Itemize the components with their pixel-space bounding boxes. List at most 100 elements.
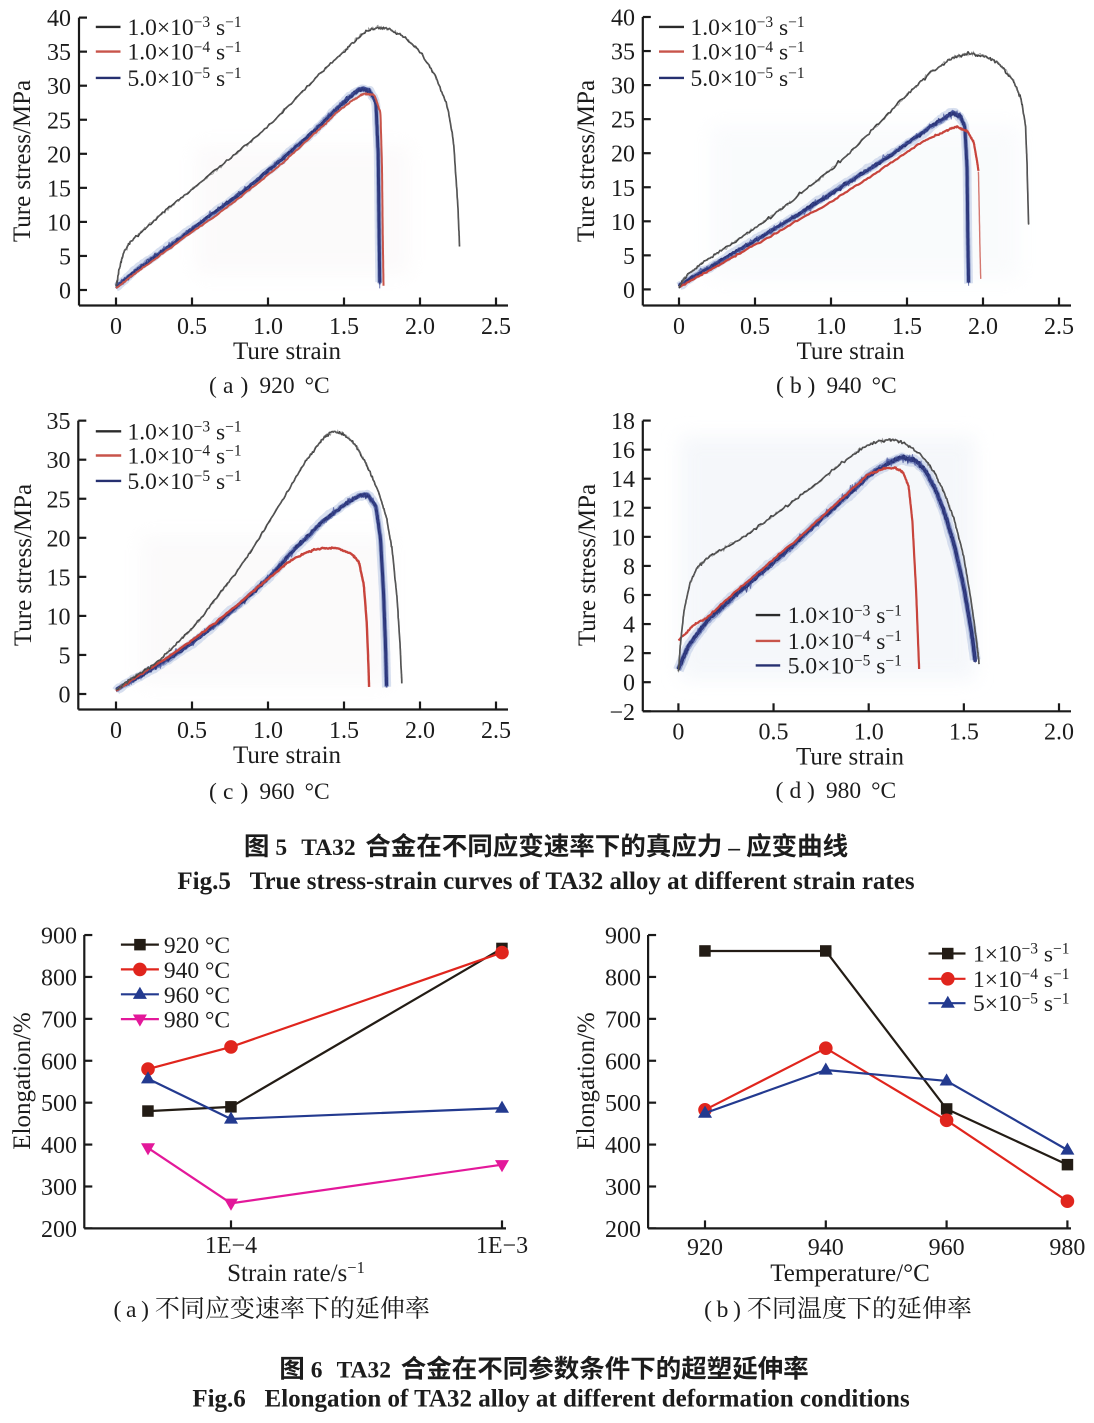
- svg-text:18: 18: [611, 409, 635, 435]
- svg-text:−2: −2: [609, 700, 635, 726]
- svg-text:0.5: 0.5: [740, 314, 770, 340]
- svg-text:1.0: 1.0: [253, 314, 283, 340]
- svg-text:1.0×10−4 s−1: 1.0×10−4 s−1: [128, 443, 242, 470]
- svg-text:940: 940: [826, 373, 861, 399]
- svg-text:): ): [807, 778, 815, 804]
- svg-text:600: 600: [605, 1049, 641, 1075]
- svg-text:700: 700: [605, 1007, 641, 1033]
- svg-text:6: 6: [311, 1358, 323, 1384]
- svg-text:980: 980: [1049, 1235, 1085, 1261]
- svg-text:TA32: TA32: [301, 835, 355, 861]
- svg-text:1.0×10−4 s−1: 1.0×10−4 s−1: [788, 628, 902, 655]
- svg-text:700: 700: [41, 1007, 77, 1033]
- svg-text:Ture strain: Ture strain: [233, 338, 342, 365]
- svg-text:15: 15: [47, 176, 71, 202]
- svg-text:2.0: 2.0: [405, 314, 435, 340]
- svg-text:400: 400: [605, 1133, 641, 1159]
- svg-text:0: 0: [623, 671, 635, 697]
- svg-text:20: 20: [47, 526, 71, 552]
- svg-text:): ): [808, 373, 816, 399]
- svg-text:(: (: [209, 373, 217, 399]
- svg-text:0: 0: [110, 314, 122, 340]
- svg-text:2.5: 2.5: [481, 718, 511, 744]
- svg-text:200: 200: [605, 1217, 641, 1243]
- svg-text:5: 5: [623, 244, 635, 270]
- svg-text:10: 10: [611, 210, 635, 236]
- svg-text:25: 25: [611, 108, 635, 134]
- svg-text:2.5: 2.5: [1044, 314, 1074, 340]
- svg-text:Fig.5 True stress-strain cur: Fig.5 True stress-strain curves of TA32 …: [177, 868, 914, 895]
- svg-text:1E−3: 1E−3: [476, 1233, 528, 1259]
- svg-text:0: 0: [623, 278, 635, 304]
- svg-text:25: 25: [47, 108, 71, 134]
- svg-text:°C: °C: [871, 778, 896, 804]
- svg-text:Ture stress/MPa: Ture stress/MPa: [9, 80, 36, 242]
- svg-text:Ture stress/MPa: Ture stress/MPa: [573, 80, 600, 242]
- svg-text:14: 14: [611, 467, 635, 493]
- svg-text:Ture strain: Ture strain: [233, 742, 342, 769]
- svg-text:c: c: [223, 779, 233, 805]
- svg-text:10: 10: [47, 210, 71, 236]
- svg-text:a: a: [223, 373, 234, 399]
- svg-text:1.0×10−3 s−1: 1.0×10−3 s−1: [128, 419, 242, 446]
- svg-text:500: 500: [41, 1091, 77, 1117]
- svg-text:( a ): ( a ): [114, 1297, 150, 1323]
- svg-text:15: 15: [611, 176, 635, 202]
- svg-text:0.5: 0.5: [177, 314, 207, 340]
- svg-text:200: 200: [41, 1217, 77, 1243]
- svg-text:TA32: TA32: [337, 1358, 391, 1384]
- svg-text:20: 20: [47, 142, 71, 168]
- svg-text:Ture stress/MPa: Ture stress/MPa: [10, 484, 37, 646]
- svg-text:5.0×10−5 s−1: 5.0×10−5 s−1: [788, 653, 902, 680]
- svg-text:6: 6: [623, 583, 635, 609]
- svg-text:5.0×10−5 s−1: 5.0×10−5 s−1: [128, 65, 242, 92]
- svg-text:1.0×10−4 s−1: 1.0×10−4 s−1: [128, 39, 242, 66]
- svg-text:0: 0: [672, 720, 684, 746]
- svg-text:35: 35: [47, 40, 71, 66]
- svg-text:0: 0: [59, 683, 71, 709]
- svg-text:Ture stress/MPa: Ture stress/MPa: [574, 484, 601, 646]
- svg-text:2: 2: [623, 642, 635, 668]
- svg-text:Temperature/°C: Temperature/°C: [770, 1260, 930, 1287]
- svg-text:1.0: 1.0: [854, 720, 884, 746]
- svg-text:920: 920: [687, 1235, 723, 1261]
- svg-text:0: 0: [59, 279, 71, 305]
- svg-text:500: 500: [605, 1091, 641, 1117]
- svg-text:): ): [241, 373, 249, 399]
- svg-text:20: 20: [611, 142, 635, 168]
- svg-text:0: 0: [673, 314, 685, 340]
- svg-text:1.0×10−3 s−1: 1.0×10−3 s−1: [691, 14, 805, 41]
- svg-text:(: (: [209, 779, 217, 805]
- svg-text:940 °C: 940 °C: [164, 958, 230, 984]
- svg-text:900: 900: [41, 924, 77, 950]
- svg-text:0.5: 0.5: [177, 718, 207, 744]
- svg-text:1.5: 1.5: [892, 314, 922, 340]
- svg-text:1E−4: 1E−4: [205, 1233, 257, 1259]
- svg-text:35: 35: [611, 40, 635, 66]
- svg-text:1.0×10−4 s−1: 1.0×10−4 s−1: [691, 39, 805, 66]
- svg-text:600: 600: [41, 1049, 77, 1075]
- svg-text:2.0: 2.0: [1044, 720, 1074, 746]
- svg-text:30: 30: [47, 74, 71, 100]
- svg-text:0.5: 0.5: [759, 720, 789, 746]
- svg-text:980 °C: 980 °C: [164, 1008, 230, 1034]
- svg-text:1×10−4 s−1: 1×10−4 s−1: [973, 966, 1070, 993]
- svg-text:Fig.6 Elongation of TA32 all: Fig.6 Elongation of TA32 alloy at differ…: [192, 1386, 910, 1413]
- svg-text:30: 30: [611, 74, 635, 100]
- svg-text:Elongation/%: Elongation/%: [9, 1012, 36, 1149]
- svg-text:d: d: [790, 778, 802, 804]
- svg-text:): ): [241, 779, 249, 805]
- svg-text:800: 800: [41, 965, 77, 991]
- svg-text:(: (: [776, 778, 784, 804]
- svg-text:2.0: 2.0: [968, 314, 998, 340]
- svg-text:16: 16: [611, 438, 635, 464]
- svg-text:800: 800: [605, 965, 641, 991]
- svg-text:12: 12: [611, 496, 635, 522]
- svg-text:1.5: 1.5: [949, 720, 979, 746]
- svg-text:25: 25: [47, 487, 71, 513]
- svg-text:1.0: 1.0: [816, 314, 846, 340]
- svg-text:Ture strain: Ture strain: [796, 744, 905, 771]
- svg-text:5.0×10−5 s−1: 5.0×10−5 s−1: [691, 65, 805, 92]
- svg-text:°C: °C: [872, 373, 897, 399]
- svg-text:°C: °C: [305, 779, 330, 805]
